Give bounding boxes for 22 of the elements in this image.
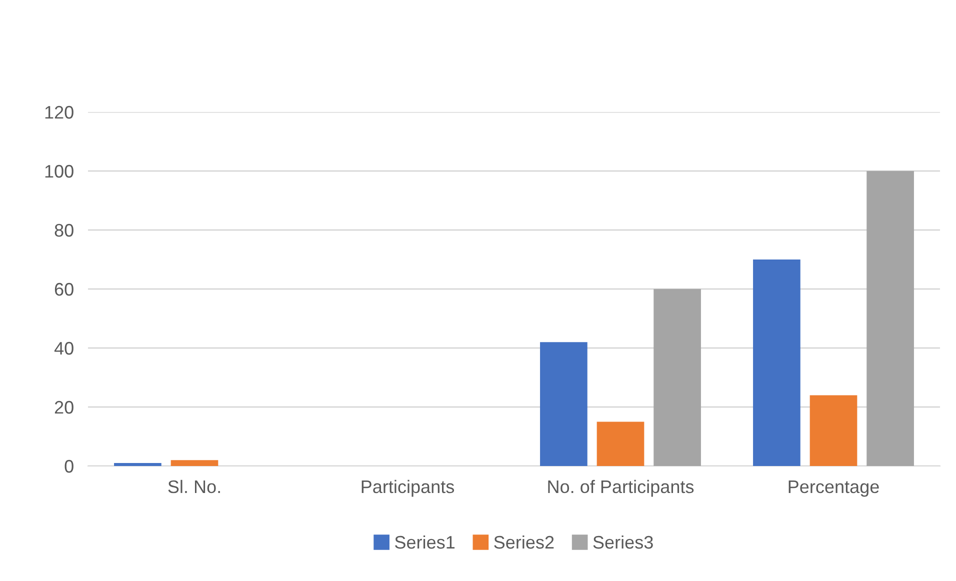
legend-label: Series1 xyxy=(395,535,455,549)
x-tick-label: Sl. No. xyxy=(168,480,220,494)
bar xyxy=(810,395,858,466)
bar xyxy=(866,171,914,466)
y-tick-label: 100 xyxy=(45,164,74,178)
y-tick-label: 20 xyxy=(54,400,74,414)
bar xyxy=(753,260,800,466)
bar xyxy=(540,342,588,466)
bar xyxy=(114,463,162,466)
x-tick-label: Participants xyxy=(362,480,454,497)
y-tick-label: 40 xyxy=(54,342,74,355)
x-tick-label: Percentage xyxy=(788,480,879,497)
y-tick-label: 60 xyxy=(54,282,74,296)
legend-label: Series2 xyxy=(494,535,554,549)
bar xyxy=(596,422,644,466)
legend-label: Series3 xyxy=(593,535,653,549)
y-tick-label: 120 xyxy=(45,106,74,119)
bar xyxy=(170,460,218,466)
y-tick-label: 80 xyxy=(54,224,74,237)
bar xyxy=(654,289,701,466)
y-tick-label: 0 xyxy=(64,460,74,473)
x-tick-label: No. of Participants xyxy=(548,480,694,497)
